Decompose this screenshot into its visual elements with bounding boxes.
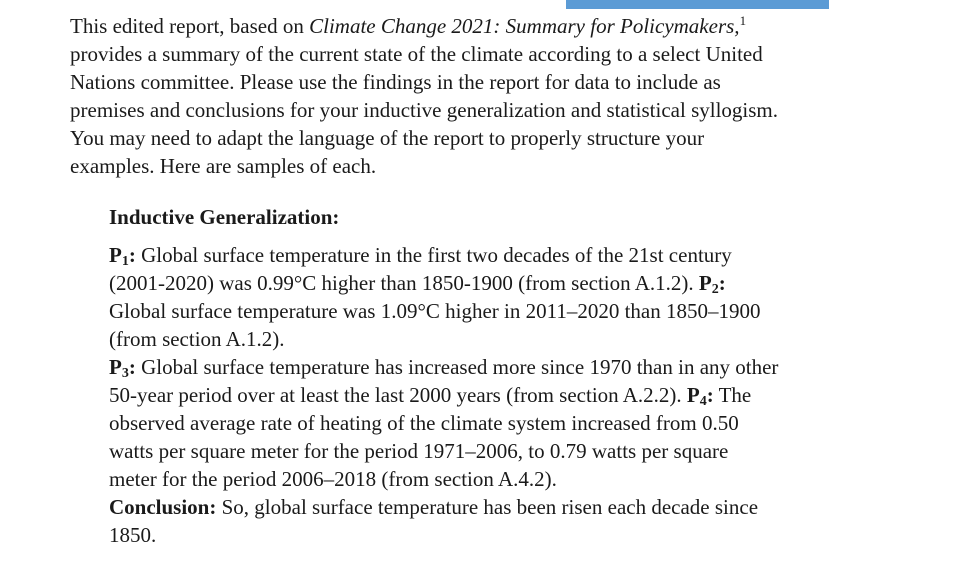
premise-line: watts per square meter for the period 19…	[109, 439, 729, 463]
premises-paragraph-1: P1: Global surface temperature in the fi…	[109, 241, 949, 353]
intro-line: examples. Here are samples of each.	[70, 154, 377, 178]
intro-paragraph: This edited report, based on Climate Cha…	[70, 12, 950, 180]
premise-line: (2001-2020) was 0.99°C higher than 1850-…	[109, 269, 949, 297]
premise-2-label: P2:	[698, 271, 726, 297]
inductive-generalization-section: Inductive Generalization: P1: Global sur…	[109, 203, 949, 549]
premise-4-text: The	[713, 383, 752, 407]
premise-line: Global surface temperature was 1.09°C hi…	[109, 299, 761, 323]
premise-3-text: Global surface temperature has increased…	[135, 355, 779, 379]
premise-line: P1: Global surface temperature in the fi…	[109, 241, 949, 269]
intro-line: You may need to adapt the language of th…	[70, 126, 705, 150]
footnote-marker[interactable]: 1	[739, 13, 747, 28]
premise-line: meter for the period 2006–2018 (from sec…	[109, 467, 557, 491]
intro-line: premises and conclusions for your induct…	[70, 98, 779, 122]
intro-line: Nations committee. Please use the findin…	[70, 70, 721, 94]
premise-line: 50-year period over at least the last 20…	[109, 381, 949, 409]
premise-line: (from section A.1.2).	[109, 327, 285, 351]
premise-3-text: 50-year period over at least the last 20…	[109, 383, 687, 407]
premise-4-label: P4:	[686, 383, 714, 409]
premises-paragraph-2: P3: Global surface temperature has incre…	[109, 353, 949, 549]
premise-3-label: P3:	[109, 355, 136, 381]
intro-line: provides a summary of the current state …	[70, 42, 763, 66]
conclusion-line: Conclusion: So, global surface temperatu…	[109, 493, 949, 521]
intro-line: This edited report, based on Climate Cha…	[70, 12, 950, 40]
premise-1-label: P1:	[109, 243, 136, 269]
intro-text: This edited report, based on	[70, 14, 310, 38]
conclusion-text: So, global surface temperature has been …	[216, 495, 759, 519]
premise-1-text: Global surface temperature in the first …	[135, 243, 732, 267]
section-heading: Inductive Generalization:	[109, 205, 340, 229]
accent-bar	[566, 0, 829, 9]
premise-1-text: (2001-2020) was 0.99°C higher than 1850-…	[109, 271, 699, 295]
premise-line: P3: Global surface temperature has incre…	[109, 353, 949, 381]
premise-line: observed average rate of heating of the …	[109, 411, 739, 435]
conclusion-label: Conclusion:	[109, 495, 217, 519]
conclusion-line: 1850.	[109, 523, 157, 547]
report-title: Climate Change 2021: Summary for Policym…	[309, 14, 740, 38]
